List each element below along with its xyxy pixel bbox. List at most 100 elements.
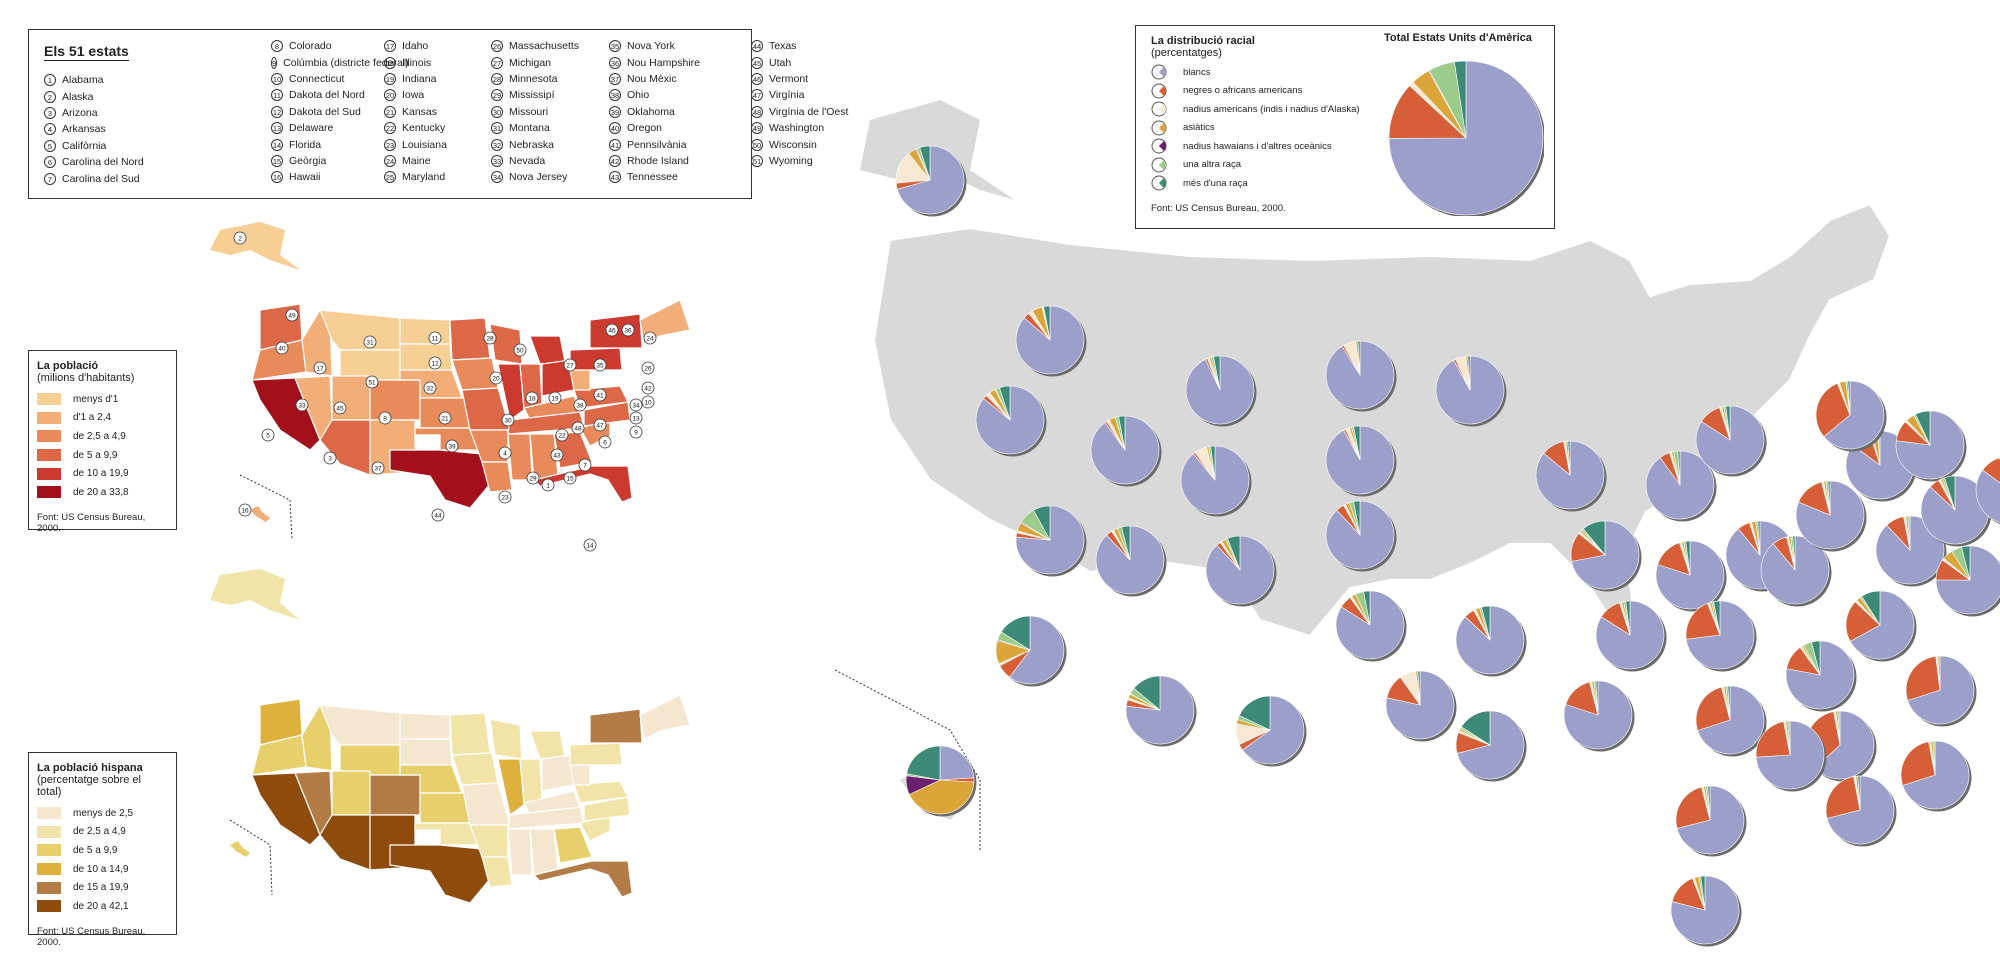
pie-slice — [1713, 600, 1721, 636]
pie-slice — [1815, 382, 1851, 438]
legend-swatch — [37, 449, 61, 462]
pie-slice — [908, 779, 975, 815]
state-shape — [529, 730, 566, 760]
state-list-item: 46 Vermont — [751, 71, 871, 87]
state-number-marker: 47 — [593, 418, 607, 432]
pie-slice — [1849, 590, 1915, 660]
legend-label: de 10 a 14,9 — [73, 863, 129, 875]
pie-slice — [1905, 655, 1941, 701]
pie-slice — [1043, 305, 1051, 341]
pie-slice — [1388, 60, 1544, 216]
legend-class: de 20 a 42,1 — [37, 897, 168, 916]
pie-slice — [1467, 355, 1471, 391]
svg-text:26: 26 — [644, 366, 652, 373]
pie-slice — [1210, 445, 1216, 481]
state-number-marker: 26 — [641, 361, 655, 375]
population-map: 2494053317315145833711123221394428203042… — [210, 222, 691, 552]
svg-text:11: 11 — [432, 336, 439, 343]
pie-slice — [1000, 615, 1031, 651]
state-name: Vermont — [769, 72, 809, 85]
state-number: 16 — [271, 171, 283, 184]
state-shape — [389, 449, 491, 509]
states-column: 1 Alabama 2 Alaska 3 Arizona 4 Arkansas 5 Califòr… — [44, 72, 164, 187]
pie-slice — [1033, 505, 1051, 541]
state-shape — [451, 752, 499, 786]
state-number: 47 — [751, 89, 763, 102]
svg-text:29: 29 — [529, 476, 537, 483]
state-number-marker: 15 — [563, 471, 577, 485]
state-number: 46 — [751, 72, 763, 85]
state-race-pie — [1670, 875, 1742, 947]
race-category-icon — [1151, 83, 1167, 99]
state-race-pie — [905, 745, 977, 817]
svg-text:33: 33 — [298, 403, 306, 410]
state-race-pie — [1805, 710, 1877, 782]
state-race-pie — [1645, 450, 1717, 522]
state-number-marker: 5 — [261, 428, 275, 442]
hispanic-legend-source: Font: US Census Bureau, 2000. — [37, 925, 146, 948]
state-shape — [419, 792, 471, 824]
svg-text:51: 51 — [368, 380, 376, 387]
race-category-icon — [1151, 64, 1167, 80]
pie-slice — [1932, 740, 1936, 776]
state-number: 49 — [751, 122, 763, 135]
legend-swatch — [37, 430, 61, 443]
state-name: Nou Mèxic — [627, 72, 677, 85]
pie-slice — [1787, 720, 1791, 756]
state-shape — [331, 770, 371, 816]
legend-swatch — [37, 807, 61, 820]
state-name: Florida — [289, 138, 322, 151]
race-category-icon — [1151, 120, 1167, 136]
state-list-item: 10 Connecticut — [271, 71, 391, 87]
svg-text:41: 41 — [596, 393, 604, 400]
state-shape — [541, 754, 575, 792]
state-number-marker: 34 — [629, 398, 643, 412]
svg-text:36: 36 — [624, 328, 632, 335]
svg-text:38: 38 — [576, 403, 584, 410]
svg-text:35: 35 — [596, 363, 604, 370]
state-shape — [639, 694, 691, 740]
legend-class: de 2,5 a 4,9 — [37, 823, 168, 842]
state-number: 42 — [609, 154, 621, 167]
pie-slice — [1907, 655, 1975, 725]
state-list-item: 29 Mississipí — [491, 87, 611, 103]
state-number: 32 — [491, 138, 503, 151]
hispanic-legend-classes: menys de 2,5 de 2,5 a 4,9 de 5 a 9,9 de 10 … — [37, 804, 168, 916]
state-name: Arizona — [62, 106, 98, 119]
pie-slice — [1727, 685, 1731, 721]
state-race-pie — [1455, 710, 1527, 782]
pie-slice — [1695, 686, 1731, 731]
state-list-item: 36 Nou Hampshire — [609, 54, 729, 70]
state-number-marker: 42 — [641, 381, 655, 395]
pie-slice — [1481, 605, 1491, 641]
state-number: 44 — [751, 40, 763, 53]
pie-slice — [1676, 785, 1745, 855]
pie-slice — [1725, 405, 1731, 441]
state-number-marker: 41 — [593, 388, 607, 402]
state-number-marker: 28 — [483, 331, 497, 345]
state-race-pie — [1185, 355, 1257, 427]
state-number: 14 — [271, 138, 283, 151]
state-list-item: 44 Texas — [751, 38, 871, 54]
state-race-pie — [995, 615, 1067, 687]
pie-slice — [1677, 450, 1681, 486]
hispanic-legend-subtitle: (percentatge sobre el total) — [37, 774, 141, 798]
state-list-item: 24 Maine — [384, 153, 504, 169]
state-race-pie — [1755, 720, 1827, 792]
state-name: Colorado — [289, 40, 332, 53]
states-legend-box: Els 51 estats 1 Alabama 2 Alaska 3 Arizona 4 Ar… — [28, 29, 848, 199]
state-number-marker: 48 — [571, 421, 585, 435]
state-race-pie — [1435, 355, 1507, 427]
legend-class: de 5 a 9,9 — [37, 446, 168, 465]
legend-class: de 2,5 a 4,9 — [37, 427, 168, 446]
state-list-item: 37 Nou Mèxic — [609, 71, 729, 87]
state-name: Wisconsin — [769, 138, 817, 151]
pie-slice — [1814, 710, 1875, 780]
svg-text:19: 19 — [551, 396, 559, 403]
svg-text:15: 15 — [566, 476, 574, 483]
state-list-item: 16 Hawaii — [271, 169, 391, 185]
pie-slice — [1118, 415, 1126, 451]
state-number-marker: 27 — [563, 358, 577, 372]
svg-text:22: 22 — [558, 433, 566, 440]
state-race-pie — [895, 145, 967, 217]
